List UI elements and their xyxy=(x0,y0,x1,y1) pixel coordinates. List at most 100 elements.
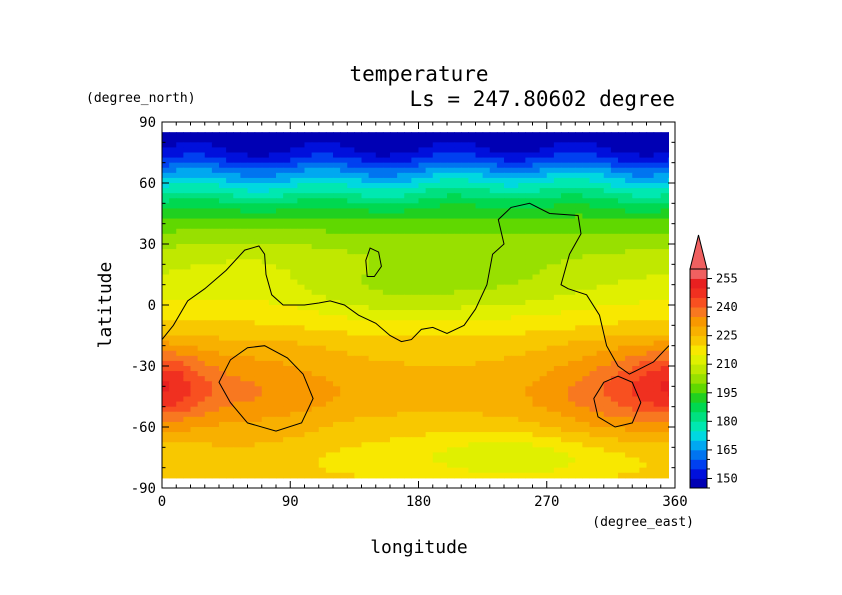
heat-cell xyxy=(397,274,405,281)
heat-cell xyxy=(404,228,412,235)
heat-cell xyxy=(518,452,526,459)
heat-cell xyxy=(447,284,455,291)
heat-cell xyxy=(447,305,455,311)
heat-cell xyxy=(283,371,291,377)
heat-cell xyxy=(347,411,355,418)
heat-cell xyxy=(511,213,519,220)
heat-cell xyxy=(518,157,526,164)
heat-cell xyxy=(169,376,177,382)
heat-cell xyxy=(439,183,448,189)
heat-cell xyxy=(204,320,213,326)
heat-cell xyxy=(525,294,534,301)
heat-cell xyxy=(525,177,534,184)
heat-cell xyxy=(240,157,249,164)
heat-cell xyxy=(183,177,192,184)
heat-cell xyxy=(197,376,206,382)
heat-cell xyxy=(553,264,562,271)
heat-cell xyxy=(226,447,234,454)
heat-cell xyxy=(340,183,348,189)
heat-cell xyxy=(454,340,462,347)
heat-cell xyxy=(618,249,626,255)
heat-cell xyxy=(461,406,469,413)
heat-cell xyxy=(283,254,291,260)
heat-cell xyxy=(610,299,619,306)
heat-cell xyxy=(596,371,605,377)
heat-cell xyxy=(368,203,377,210)
heat-cell xyxy=(411,208,420,215)
heat-cell xyxy=(653,142,662,149)
heat-cell xyxy=(204,183,213,189)
heat-cell xyxy=(411,315,420,321)
heat-cell xyxy=(625,233,633,240)
heat-cell xyxy=(660,249,669,255)
heat-cell xyxy=(283,320,291,326)
heat-cell xyxy=(667,223,669,230)
heat-cell xyxy=(639,213,648,220)
heat-cell xyxy=(197,437,206,443)
heat-cell xyxy=(454,254,462,260)
heat-cell xyxy=(240,132,249,138)
heat-cell xyxy=(169,406,177,413)
heat-cell xyxy=(304,152,313,159)
heat-cell xyxy=(290,299,298,306)
heat-cell xyxy=(582,371,591,377)
heat-cell xyxy=(496,396,505,403)
heat-cell xyxy=(468,401,477,408)
heat-cell xyxy=(632,147,640,154)
heat-cell xyxy=(169,381,177,387)
heat-cell xyxy=(304,198,313,204)
heat-cell xyxy=(660,406,669,413)
heat-cell xyxy=(347,305,355,311)
heat-cell xyxy=(162,335,170,342)
heat-cell xyxy=(311,452,320,459)
heat-cell xyxy=(219,462,227,469)
heat-cell xyxy=(575,452,583,459)
heat-cell xyxy=(190,238,199,245)
heat-cell xyxy=(639,208,648,215)
contour-lines xyxy=(162,202,669,432)
heat-cell xyxy=(190,366,199,372)
heat-cell xyxy=(204,152,213,159)
heat-cell xyxy=(325,213,334,220)
heat-cell xyxy=(361,391,370,398)
heat-cell xyxy=(368,345,377,352)
heat-cell xyxy=(347,315,355,321)
heat-cell xyxy=(169,132,177,138)
heat-cell xyxy=(425,294,434,301)
heat-cell xyxy=(525,218,534,225)
heat-cell xyxy=(261,137,270,143)
heat-cell xyxy=(539,366,548,372)
heat-cell xyxy=(397,132,405,138)
heat-cell xyxy=(347,137,355,143)
heat-cell xyxy=(318,386,327,393)
heat-cell xyxy=(553,335,562,342)
heat-cell xyxy=(304,330,313,337)
heat-cell xyxy=(625,330,633,337)
heat-cell xyxy=(618,320,626,326)
heat-cell xyxy=(411,335,420,342)
heat-cell xyxy=(283,310,291,316)
heat-cell xyxy=(368,132,377,138)
heat-cell xyxy=(582,218,591,225)
heat-cell xyxy=(240,350,249,357)
heat-cell xyxy=(169,447,177,454)
heat-cell xyxy=(482,386,491,393)
heat-cell xyxy=(197,289,206,296)
heat-cell xyxy=(511,254,519,260)
heat-cell xyxy=(546,213,555,220)
heat-cell xyxy=(504,411,512,418)
heat-cell xyxy=(589,152,598,159)
heat-cell xyxy=(311,416,320,423)
heat-cell xyxy=(475,269,484,276)
heat-cell xyxy=(325,238,334,245)
heat-cell xyxy=(219,218,227,225)
heat-cell xyxy=(532,467,541,474)
heat-cell xyxy=(247,289,256,296)
heat-cell xyxy=(361,457,370,464)
heat-cell xyxy=(233,310,241,316)
heat-cell xyxy=(553,442,562,448)
heat-cell xyxy=(610,452,619,459)
heat-cell xyxy=(461,447,469,454)
heat-cell xyxy=(568,198,576,204)
heat-cell xyxy=(504,330,512,337)
